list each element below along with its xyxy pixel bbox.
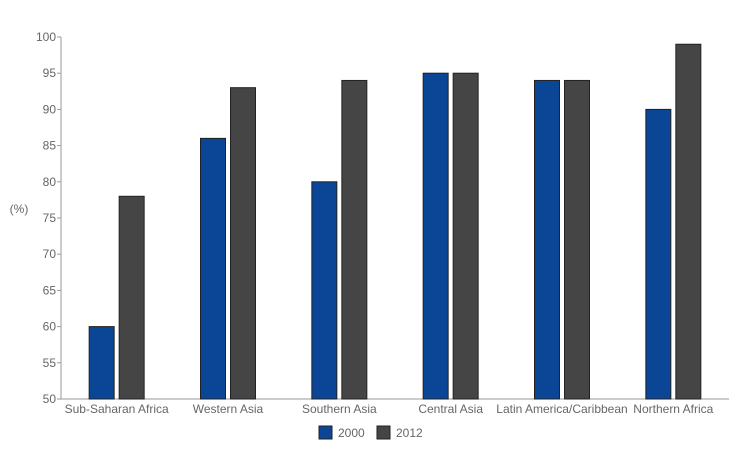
axes xyxy=(57,36,729,400)
bars xyxy=(88,43,702,400)
bar-2012-5 xyxy=(675,43,702,400)
bar-2000-3 xyxy=(422,72,449,400)
x-tick-label: Western Asia xyxy=(193,402,264,416)
bar-2012-1 xyxy=(230,87,256,400)
bar-2012-4 xyxy=(564,79,590,400)
y-axis-label: (%) xyxy=(10,202,29,216)
legend-label-2000: 2000 xyxy=(338,426,365,440)
y-tick-label: 80 xyxy=(43,175,57,189)
bar-2012-0 xyxy=(118,195,145,400)
legend: 2000 2012 xyxy=(318,425,423,440)
y-tick-label: 75 xyxy=(43,211,57,225)
y-tick-label: 65 xyxy=(43,283,57,297)
bar-2000-2 xyxy=(311,181,338,400)
legend-swatch-2012 xyxy=(376,425,391,440)
x-tick-label: Latin America/Caribbean xyxy=(496,402,627,416)
y-tick-label: 90 xyxy=(43,102,57,116)
y-tick-label: 55 xyxy=(43,356,57,370)
y-tick-label: 85 xyxy=(43,139,57,153)
y-tick-label: 95 xyxy=(43,66,57,80)
x-tick-label: Sub-Saharan Africa xyxy=(65,402,169,416)
bar-2012-2 xyxy=(341,79,368,400)
x-tick-label: Southern Asia xyxy=(302,402,377,416)
bar-2000-0 xyxy=(88,326,115,400)
bar-2012-3 xyxy=(452,72,479,400)
bar-2000-4 xyxy=(534,79,560,400)
y-tick-label: 100 xyxy=(36,30,56,44)
y-tick-label: 50 xyxy=(43,392,57,406)
legend-label-2012: 2012 xyxy=(396,426,423,440)
y-tick-label: 70 xyxy=(43,247,57,261)
x-tick-label: Central Asia xyxy=(418,402,483,416)
x-tick-label: Northern Africa xyxy=(633,402,713,416)
bar-2000-5 xyxy=(645,108,672,400)
y-tick-label: 60 xyxy=(43,320,57,334)
x-tick-labels: Sub-Saharan Africa Western Asia Southern A… xyxy=(65,402,714,416)
y-tick-labels: 50 55 60 65 70 75 80 85 90 95 100 xyxy=(36,30,56,406)
legend-swatch-2000 xyxy=(318,425,333,440)
bar-2000-1 xyxy=(200,137,226,400)
